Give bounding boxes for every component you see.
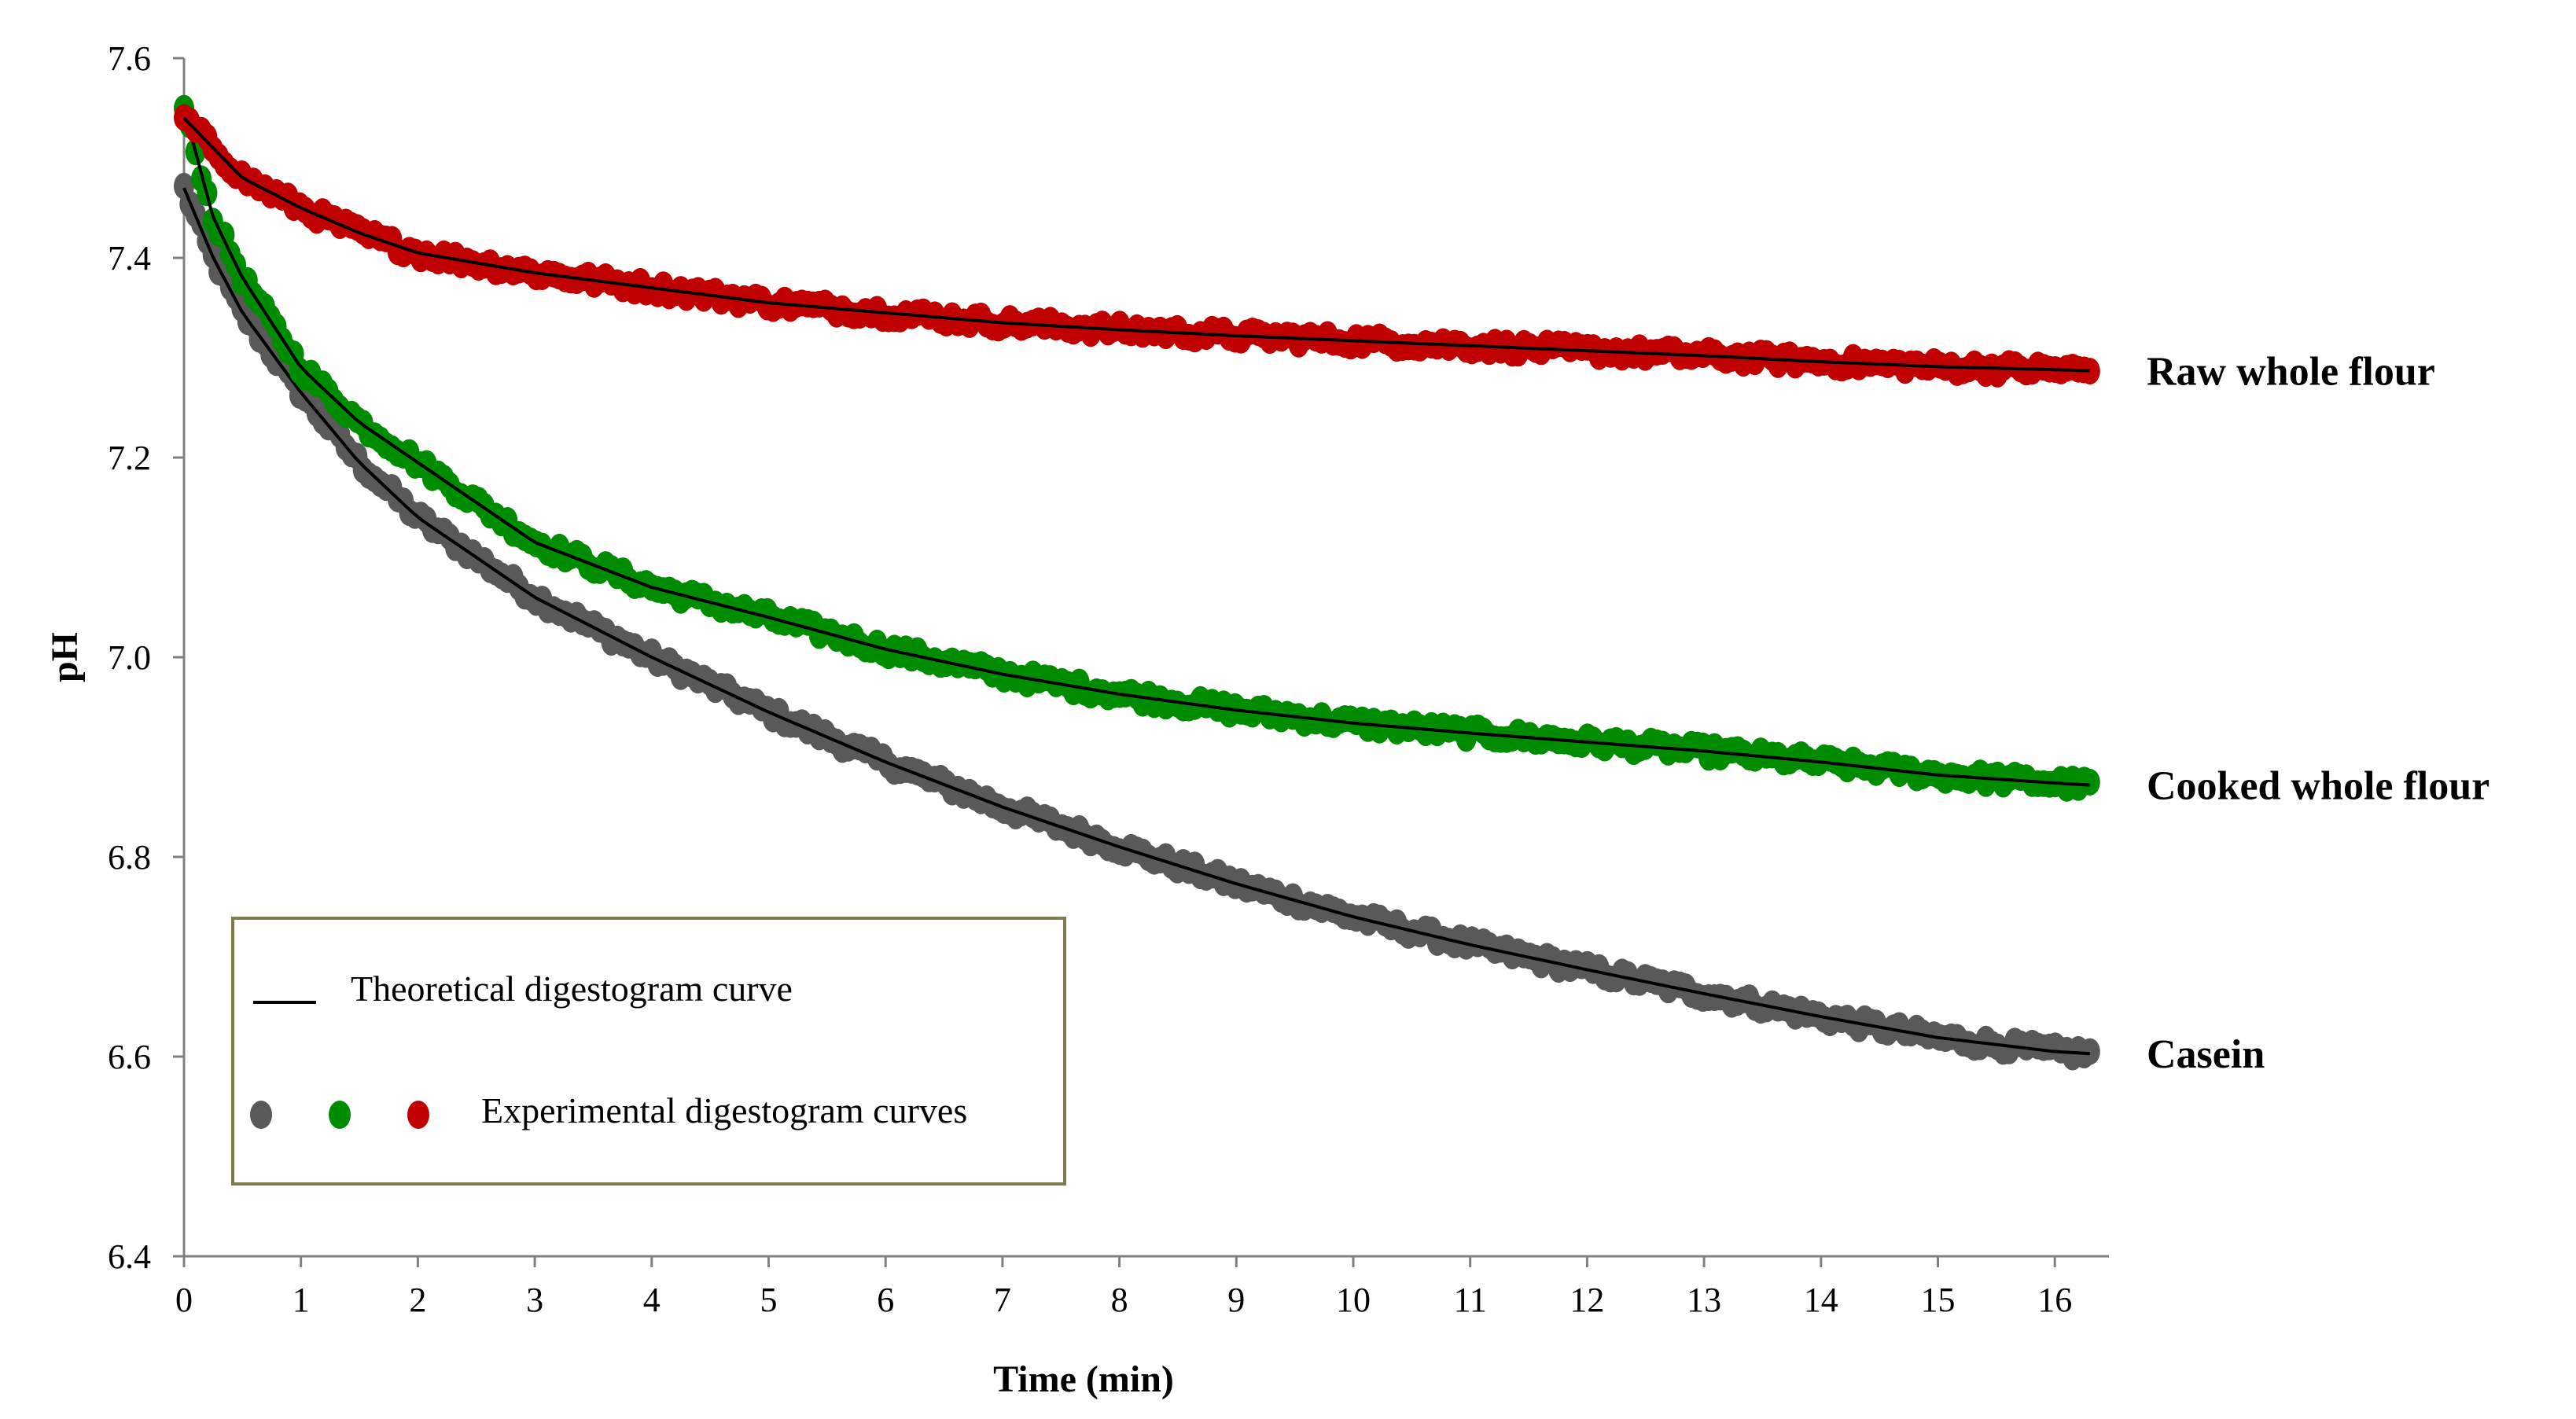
x-tick-label: 16	[2037, 1281, 2072, 1319]
x-tick-label: 5	[760, 1281, 778, 1319]
x-tick-label: 14	[1804, 1281, 1838, 1319]
data-point-cooked-whole-flour	[2079, 768, 2100, 796]
x-tick-label: 13	[1687, 1281, 1721, 1319]
x-tick-label: 11	[1454, 1281, 1487, 1319]
series-layer	[174, 94, 2100, 1071]
x-tick-label: 1	[293, 1281, 310, 1319]
y-tick-label: 7.6	[108, 39, 151, 78]
y-ticks: 6.4 6.6 6.8 7.0 7.2 7.4 7.6	[108, 39, 184, 1276]
x-tick-label: 7	[994, 1281, 1011, 1319]
x-tick-label: 10	[1336, 1281, 1371, 1319]
y-axis-title: pH	[44, 632, 86, 682]
x-ticks: 0 1 2 3 4 5 6 7 8 9 10 11 12 13 14 15 16	[175, 1256, 2072, 1319]
fit-line-raw-whole-flour	[182, 116, 2090, 373]
series-raw-whole-flour	[174, 104, 2100, 388]
y-tick-label: 7.0	[108, 638, 151, 677]
y-tick-label: 6.4	[108, 1237, 151, 1276]
fit-line-casein	[182, 187, 2090, 1056]
legend-marker-casein	[250, 1101, 272, 1129]
series-label-cooked-whole-flour: Cooked whole flour	[2147, 764, 2490, 809]
x-tick-label: 8	[1111, 1281, 1128, 1319]
x-tick-label: 15	[1921, 1281, 1956, 1319]
x-tick-label: 0	[175, 1281, 193, 1319]
x-tick-label: 12	[1570, 1281, 1604, 1319]
data-point-casein	[2079, 1038, 2100, 1065]
series-casein	[174, 172, 2100, 1071]
series-cooked-whole-flour	[174, 94, 2100, 802]
legend-markers-label: Experimental digestogram curves	[481, 1090, 967, 1130]
y-tick-label: 6.8	[108, 838, 151, 877]
data-point-raw-whole-flour	[2079, 358, 2100, 385]
y-tick-label: 6.6	[108, 1038, 151, 1076]
legend-marker-raw	[407, 1101, 429, 1129]
x-tick-label: 6	[877, 1281, 894, 1319]
x-tick-label: 2	[409, 1281, 426, 1319]
x-tick-label: 4	[643, 1281, 661, 1319]
x-axis-title: Time (min)	[993, 1358, 1174, 1400]
legend-marker-cooked	[329, 1101, 351, 1129]
x-tick-label: 9	[1227, 1281, 1245, 1319]
legend: Theoretical digestogram curve Experiment…	[231, 917, 1066, 1186]
legend-box	[231, 917, 1066, 1186]
fit-line-cooked-whole-flour	[182, 107, 2090, 787]
axes: 6.46.66.87.07.27.47.6 0 1 2 3 4 5 6 7 8 9 10 11 12 13…	[108, 39, 2109, 1319]
y-tick-label: 7.2	[108, 439, 151, 477]
series-label-raw-whole-flour: Raw whole flour	[2147, 350, 2435, 395]
legend-line-label: Theoretical digestogram curve	[351, 969, 793, 1009]
series-label-casein: Casein	[2147, 1032, 2265, 1077]
x-tick-label: 3	[526, 1281, 543, 1319]
y-tick-label: 7.4	[108, 239, 151, 278]
